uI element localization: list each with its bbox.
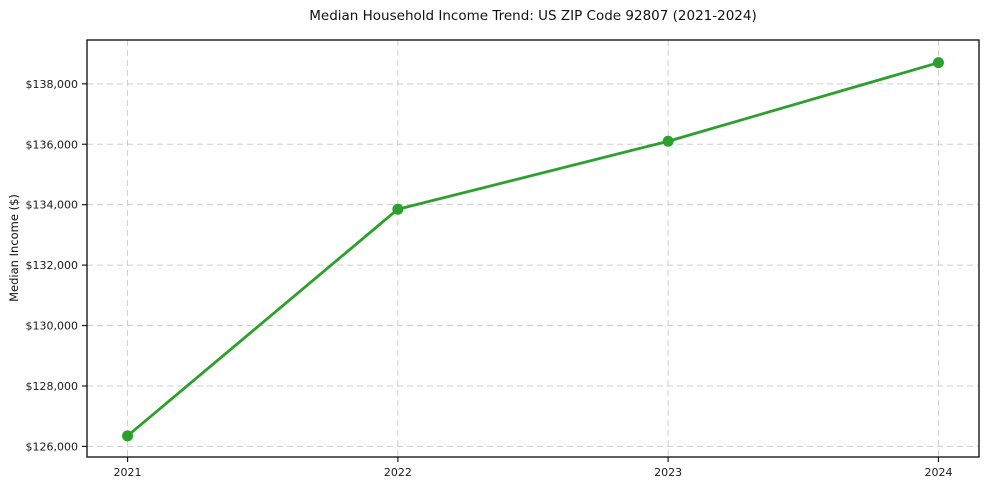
chart-title: Median Household Income Trend: US ZIP Co… bbox=[309, 8, 757, 24]
y-tick-label: $130,000 bbox=[26, 320, 79, 333]
y-tick-label: $138,000 bbox=[26, 78, 79, 91]
data-point-2024 bbox=[932, 57, 944, 69]
data-point-2022 bbox=[392, 203, 404, 215]
y-tick-label: $132,000 bbox=[26, 259, 79, 272]
x-tick-label: 2024 bbox=[924, 466, 952, 479]
plot-border bbox=[86, 39, 980, 458]
y-tick-label: $128,000 bbox=[26, 380, 79, 393]
x-tick-label: 2022 bbox=[384, 466, 412, 479]
trend-line bbox=[126, 61, 940, 438]
y-tick-label: $136,000 bbox=[26, 138, 79, 151]
y-tick-label: $134,000 bbox=[26, 199, 79, 212]
y-tick-label: $126,000 bbox=[26, 440, 79, 453]
data-point-2023 bbox=[662, 135, 674, 147]
x-tick-label: 2023 bbox=[654, 466, 682, 479]
data-point-2021 bbox=[122, 430, 134, 442]
x-tick-label: 2021 bbox=[114, 466, 142, 479]
